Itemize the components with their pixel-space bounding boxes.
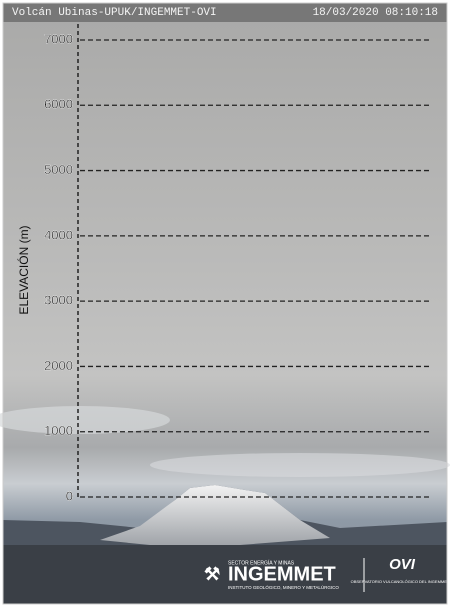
ovi-logo: OVI [389, 556, 416, 573]
axis-label: ELEVACIÓN (m) [16, 225, 31, 314]
cloud [150, 453, 450, 477]
elevation-label: 6000 [44, 97, 73, 112]
elevation-label: 4000 [44, 227, 73, 242]
elevation-label: 5000 [44, 162, 73, 177]
ingemmet-icon: ⚒ [204, 564, 220, 584]
ingemmet-logo: INGEMMET [228, 563, 336, 585]
elevation-label: 1000 [44, 423, 73, 438]
logos: SECTOR ENERGÍA Y MINAS ⚒ INGEMMET INSTIT… [204, 556, 450, 592]
elevation-label: 0 [66, 488, 73, 503]
cloud [0, 406, 170, 434]
ground [3, 545, 447, 604]
header-bar [3, 3, 447, 22]
ingemmet-top: SECTOR ENERGÍA Y MINAS [228, 559, 295, 566]
snow-cap [100, 485, 330, 546]
elevation-label: 2000 [44, 358, 73, 373]
elevation-label: 3000 [44, 293, 73, 308]
camera-name: Volcán Ubinas-UPUK/INGEMMET-OVI [12, 7, 217, 19]
ovi-bottom: OBSERVATORIO VULCANOLÓGICO DEL INGEMMET [351, 579, 450, 584]
ingemmet-bottom: INSTITUTO GEOLÓGICO, MINERO Y METALÚRGIC… [228, 584, 339, 590]
timestamp: 18/03/2020 08:10:18 [313, 7, 438, 19]
elevation-label: 7000 [44, 31, 73, 46]
